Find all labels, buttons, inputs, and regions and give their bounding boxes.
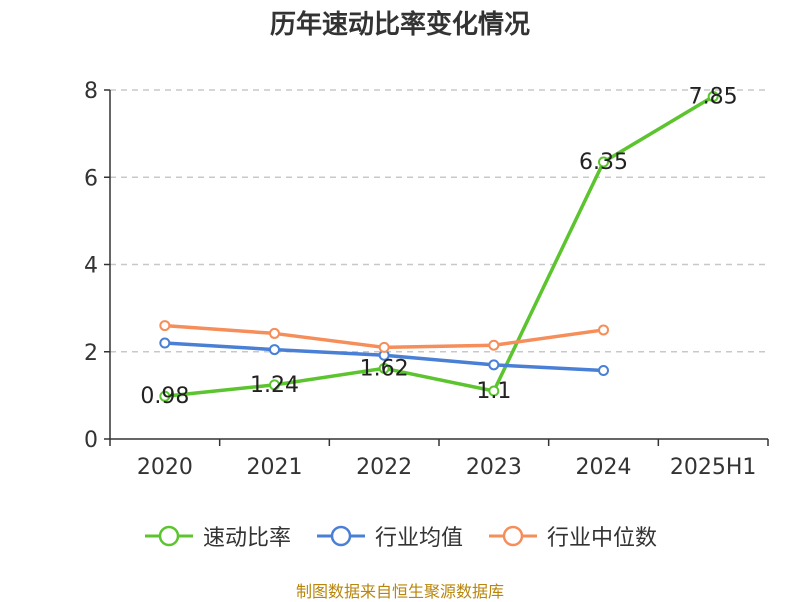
data-point: [598, 324, 609, 336]
data-point: [488, 359, 500, 371]
data-label: 7.85: [689, 85, 738, 110]
data-point: [598, 156, 609, 168]
y-tick-label: 0: [84, 428, 98, 453]
y-tick-label: 4: [84, 254, 98, 279]
x-tick-label: 2021: [247, 455, 303, 480]
data-point: [378, 362, 390, 374]
data-labels: 0.98 1.24 1.62 1.1 6.35 7.85: [140, 85, 737, 410]
data-label: 1.24: [250, 373, 299, 398]
data-point: [488, 339, 500, 351]
x-tick-label: 2020: [137, 455, 193, 480]
x-tick-label: 2024: [576, 455, 632, 480]
axes: 0 2 4 6 8 2020 2021 2022 2023 2024 2025H1: [84, 79, 769, 480]
data-point: [269, 379, 280, 391]
legend-label: 行业均值: [374, 526, 463, 551]
legend-item[interactable]: 速动比率: [143, 520, 291, 552]
x-tick-label: 2023: [466, 455, 522, 480]
data-point: [707, 91, 719, 103]
y-tick-label: 2: [84, 341, 98, 366]
legend-label: 速动比率: [202, 526, 291, 551]
legend-line-circle-icon: [316, 525, 365, 547]
data-label: 1.1: [476, 379, 511, 404]
y-tick-label: 8: [84, 79, 98, 104]
legend: 速动比率 行业均值 行业中位数: [0, 520, 800, 552]
x-tick-label: 2025H1: [670, 455, 757, 480]
y-tick-label: 6: [84, 166, 98, 191]
data-label: 6.35: [579, 150, 628, 175]
legend-line-circle-icon: [489, 525, 537, 547]
data-point: [159, 337, 171, 349]
data-point: [378, 341, 390, 353]
data-point: [598, 365, 609, 377]
x-tick-label: 2022: [356, 455, 412, 480]
data-point: [159, 320, 171, 332]
data-point: [159, 390, 171, 402]
series-line: [164, 95, 715, 398]
data-point: [488, 385, 500, 397]
chart-title: 历年速动比率变化情况: [269, 10, 530, 40]
source-note: 制图数据来自恒生聚源数据库: [295, 582, 504, 601]
data-label: 1.62: [360, 356, 409, 381]
legend-line-circle-icon: [144, 525, 193, 547]
legend-item[interactable]: 行业中位数: [487, 520, 657, 552]
legend-item[interactable]: 行业均值: [315, 520, 463, 552]
data-point: [269, 344, 280, 356]
legend-label: 行业中位数: [547, 526, 658, 551]
grid-lines: [110, 89, 768, 353]
data-label: 0.98: [140, 384, 189, 409]
data-point: [269, 327, 280, 339]
series-lines: [159, 91, 719, 402]
